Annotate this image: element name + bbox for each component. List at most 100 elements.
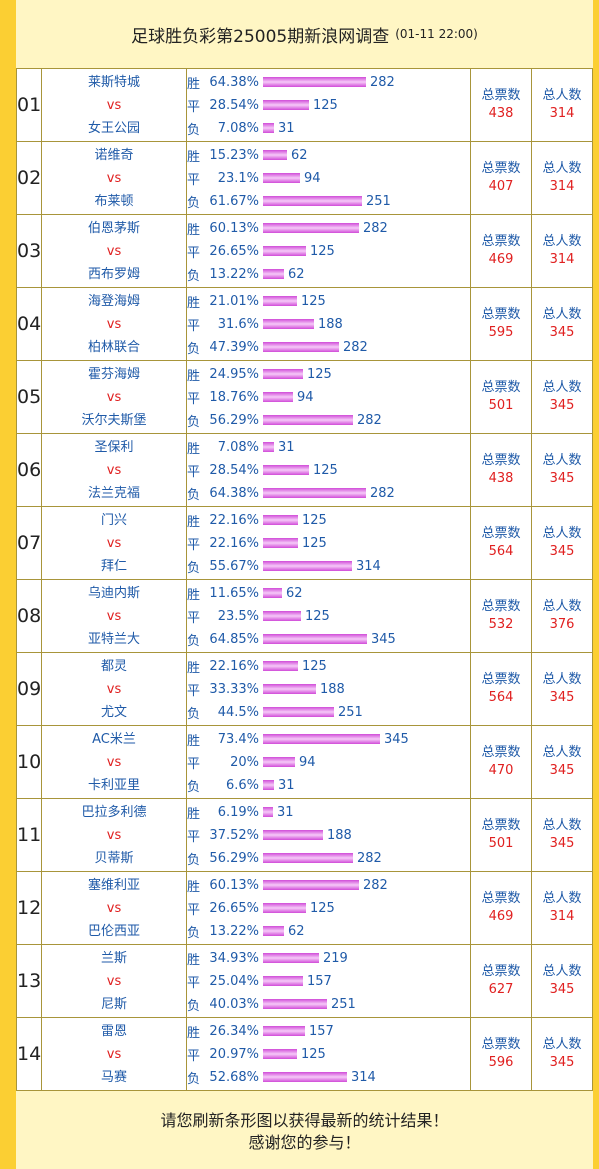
vs-label: vs: [106, 1046, 122, 1062]
stat-percent-win: 64.38%: [209, 74, 259, 90]
away-team-link[interactable]: 女王公园: [87, 120, 140, 136]
vs-label: vs: [106, 754, 122, 770]
stat-percent-win: 11.65%: [209, 585, 259, 601]
home-team-link[interactable]: 霍芬海姆: [87, 366, 140, 382]
total-people-label: 总人数: [542, 964, 582, 979]
stat-percent-draw: 26.65%: [209, 243, 259, 259]
away-team-link[interactable]: 沃尔夫斯堡: [81, 412, 147, 428]
away-team-link[interactable]: 贝蒂斯: [94, 850, 134, 866]
total-people-value: 345: [549, 544, 575, 559]
stat-bar-lose: [263, 853, 353, 863]
away-team-link[interactable]: 拜仁: [100, 558, 127, 574]
away-team-link[interactable]: 卡利亚里: [87, 777, 140, 793]
stat-bar-draw: [263, 611, 301, 621]
match-row: 02 诺维奇 vs 布莱顿 胜 15.23% 62 平 23.1% 94 负 61.67% 251 总票数…: [16, 141, 593, 215]
stat-count-draw: 125: [313, 462, 338, 478]
total-people-cell: 总人数 314: [531, 68, 593, 142]
home-team-link[interactable]: 乌迪内斯: [87, 585, 140, 601]
home-team-link[interactable]: 圣保利: [94, 439, 134, 455]
home-team-link[interactable]: 塞维利亚: [87, 877, 140, 893]
total-people-label: 总人数: [542, 1037, 582, 1052]
stat-row-win: 胜 73.4% 345: [187, 728, 470, 751]
home-team-link[interactable]: 门兴: [100, 512, 127, 528]
total-votes-value: 438: [488, 106, 514, 121]
stat-label-win: 胜: [187, 295, 201, 311]
stat-label-win: 胜: [187, 879, 201, 895]
home-team-link[interactable]: 巴拉多利德: [81, 804, 147, 820]
home-team-link[interactable]: AC米兰: [92, 731, 136, 747]
stat-label-lose: 负: [187, 925, 201, 941]
total-people-cell: 总人数 345: [531, 1017, 593, 1091]
stat-count-win: 31: [278, 439, 295, 455]
stat-count-win: 62: [286, 585, 303, 601]
total-people-label: 总人数: [542, 672, 582, 687]
total-votes-cell: 总票数 595: [470, 287, 532, 361]
stat-bar-draw: [263, 830, 323, 840]
stat-row-win: 胜 26.34% 157: [187, 1020, 470, 1043]
poll-time: (01-11 22:00): [395, 27, 478, 41]
vs-label: vs: [106, 462, 122, 478]
stat-label-lose: 负: [187, 341, 201, 357]
total-votes-label: 总票数: [481, 526, 521, 541]
stat-label-draw: 平: [187, 537, 201, 553]
total-people-value: 345: [549, 836, 575, 851]
stat-bar-win: [263, 734, 380, 744]
stat-label-lose: 负: [187, 779, 201, 795]
stat-label-lose: 负: [187, 195, 201, 211]
match-number: 14: [16, 1017, 42, 1091]
away-team-link[interactable]: 柏林联合: [87, 339, 140, 355]
away-team-link[interactable]: 西布罗姆: [87, 266, 140, 282]
stat-row-draw: 平 28.54% 125: [187, 94, 470, 117]
total-people-label: 总人数: [542, 234, 582, 249]
stat-count-draw: 125: [301, 1046, 326, 1062]
home-team-link[interactable]: 诺维奇: [94, 147, 134, 163]
home-team-link[interactable]: 莱斯特城: [87, 74, 140, 90]
away-team-link[interactable]: 马赛: [100, 1069, 127, 1085]
total-people-value: 345: [549, 690, 575, 705]
stat-row-win: 胜 11.65% 62: [187, 582, 470, 605]
stat-count-lose: 251: [331, 996, 356, 1012]
stat-row-draw: 平 26.65% 125: [187, 897, 470, 920]
total-votes-label: 总票数: [481, 672, 521, 687]
away-team-link[interactable]: 亚特兰大: [87, 631, 140, 647]
total-votes-cell: 总票数 438: [470, 433, 532, 507]
stat-count-draw: 125: [310, 243, 335, 259]
stat-count-lose: 282: [343, 339, 368, 355]
total-votes-value: 407: [488, 179, 514, 194]
total-people-value: 345: [549, 471, 575, 486]
home-team-link[interactable]: 都灵: [100, 658, 127, 674]
stat-row-lose: 负 13.22% 62: [187, 263, 470, 286]
stat-bar-lose: [263, 707, 334, 717]
stat-row-win: 胜 22.16% 125: [187, 655, 470, 678]
total-votes-label: 总票数: [481, 599, 521, 614]
home-team-link[interactable]: 雷恩: [100, 1023, 127, 1039]
away-team-link[interactable]: 巴伦西亚: [87, 923, 140, 939]
total-people-label: 总人数: [542, 599, 582, 614]
stat-label-draw: 平: [187, 1048, 201, 1064]
stat-count-lose: 62: [288, 923, 305, 939]
match-number: 04: [16, 287, 42, 361]
stat-bar-draw: [263, 757, 295, 767]
total-votes-label: 总票数: [481, 307, 521, 322]
match-row: 01 莱斯特城 vs 女王公园 胜 64.38% 282 平 28.54% 125 负 7.08% 31…: [16, 68, 593, 142]
stat-count-draw: 125: [313, 97, 338, 113]
stat-percent-lose: 61.67%: [209, 193, 259, 209]
match-number: 01: [16, 68, 42, 142]
match-stats: 胜 73.4% 345 平 20% 94 负 6.6% 31: [186, 725, 471, 799]
home-team-link[interactable]: 海登海姆: [87, 293, 140, 309]
stat-bar-draw: [263, 246, 306, 256]
match-teams: 乌迪内斯 vs 亚特兰大: [41, 579, 187, 653]
home-team-link[interactable]: 兰斯: [100, 950, 127, 966]
total-people-label: 总人数: [542, 818, 582, 833]
match-teams: 圣保利 vs 法兰克福: [41, 433, 187, 507]
stat-percent-draw: 18.76%: [209, 389, 259, 405]
away-team-link[interactable]: 尼斯: [100, 996, 127, 1012]
match-number: 12: [16, 871, 42, 945]
away-team-link[interactable]: 尤文: [100, 704, 127, 720]
away-team-link[interactable]: 法兰克福: [87, 485, 140, 501]
home-team-link[interactable]: 伯恩茅斯: [87, 220, 140, 236]
away-team-link[interactable]: 布莱顿: [94, 193, 134, 209]
stat-percent-draw: 20%: [230, 754, 259, 770]
stat-count-win: 157: [309, 1023, 334, 1039]
match-teams: 塞维利亚 vs 巴伦西亚: [41, 871, 187, 945]
